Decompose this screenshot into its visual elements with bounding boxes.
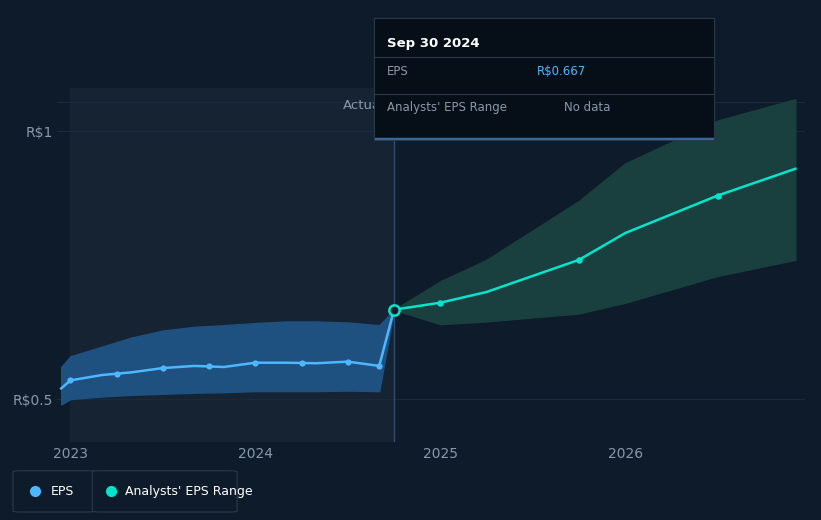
Point [64, 376, 77, 385]
Text: Actual: Actual [343, 99, 385, 112]
Bar [71, 88, 394, 442]
Point [295, 359, 308, 367]
Point [249, 359, 262, 367]
Text: R$0.667: R$0.667 [537, 64, 586, 77]
Text: Sep 30 2024: Sep 30 2024 [388, 36, 479, 49]
Point [388, 306, 401, 314]
Point [110, 370, 123, 378]
Point [342, 357, 355, 366]
Point [433, 298, 447, 307]
Text: EPS: EPS [388, 64, 409, 77]
Point [156, 364, 169, 372]
Text: Analysts' EPS Range: Analysts' EPS Range [388, 101, 507, 114]
Point [572, 256, 585, 264]
Point [203, 362, 216, 371]
FancyBboxPatch shape [13, 471, 96, 512]
Text: Analysts Forecasts: Analysts Forecasts [403, 99, 527, 112]
Text: Analysts' EPS Range: Analysts' EPS Range [125, 485, 253, 498]
FancyBboxPatch shape [92, 471, 237, 512]
Point [711, 191, 724, 200]
Text: EPS: EPS [51, 485, 74, 498]
Text: No data: No data [564, 101, 611, 114]
Point [373, 362, 386, 370]
